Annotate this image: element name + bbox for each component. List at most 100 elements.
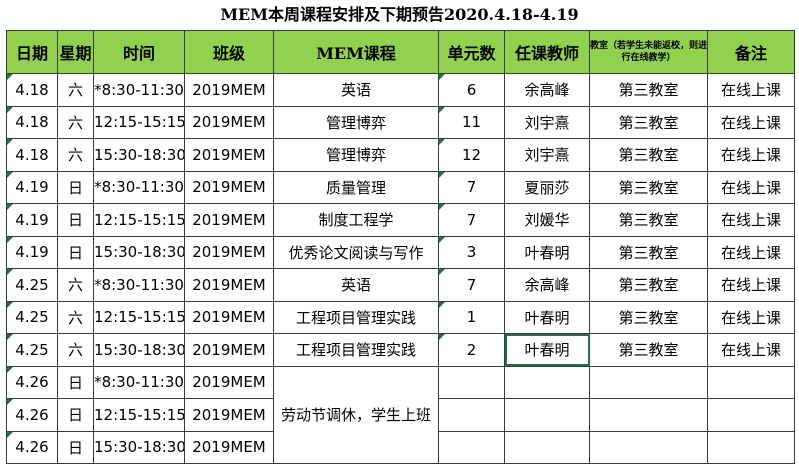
cell-weekday[interactable]: 六 xyxy=(57,268,94,302)
cell-time[interactable]: 12:15-15:15 xyxy=(93,300,185,334)
cell-time[interactable]: 15:30-18:30 xyxy=(93,430,185,464)
cell-note-empty[interactable] xyxy=(707,365,795,399)
header-units[interactable]: 单元数 xyxy=(438,30,505,74)
cell-note[interactable]: 在线上课 xyxy=(707,105,795,139)
header-time[interactable]: 时间 xyxy=(93,30,185,74)
cell-class[interactable]: 2019MEM xyxy=(184,73,274,107)
cell-date[interactable]: 4.18 xyxy=(6,73,58,107)
cell-units-empty[interactable] xyxy=(438,398,505,432)
cell-note[interactable]: 在线上课 xyxy=(707,268,795,302)
cell-teacher[interactable]: 余高峰 xyxy=(504,268,590,302)
cell-class[interactable]: 2019MEM xyxy=(184,365,274,399)
cell-units[interactable]: 11 xyxy=(438,105,505,139)
cell-course[interactable]: 英语 xyxy=(273,73,439,107)
header-course[interactable]: MEM课程 xyxy=(273,30,439,74)
cell-weekday[interactable]: 日 xyxy=(57,170,94,204)
cell-units[interactable]: 7 xyxy=(438,170,505,204)
cell-course[interactable]: 质量管理 xyxy=(273,170,439,204)
cell-teacher[interactable]: 叶春明 xyxy=(504,235,590,269)
cell-class[interactable]: 2019MEM xyxy=(184,268,274,302)
cell-course[interactable]: 工程项目管理实践 xyxy=(273,333,439,367)
cell-units[interactable]: 6 xyxy=(438,73,505,107)
cell-class[interactable]: 2019MEM xyxy=(184,398,274,432)
cell-room-empty[interactable] xyxy=(589,398,708,432)
header-teacher[interactable]: 任课教师 xyxy=(504,30,590,74)
cell-units[interactable]: 3 xyxy=(438,235,505,269)
cell-room[interactable]: 第三教室 xyxy=(589,268,708,302)
cell-weekday[interactable]: 六 xyxy=(57,105,94,139)
cell-note[interactable]: 在线上课 xyxy=(707,73,795,107)
cell-room[interactable]: 第三教室 xyxy=(589,73,708,107)
cell-date[interactable]: 4.26 xyxy=(6,398,58,432)
cell-note[interactable]: 在线上课 xyxy=(707,138,795,172)
cell-note[interactable]: 在线上课 xyxy=(707,170,795,204)
cell-weekday[interactable]: 六 xyxy=(57,138,94,172)
cell-time[interactable]: *8:30-11:30 xyxy=(93,365,185,399)
cell-room[interactable]: 第三教室 xyxy=(589,235,708,269)
cell-time[interactable]: 12:15-15:15 xyxy=(93,105,185,139)
cell-time[interactable]: 15:30-18:30 xyxy=(93,235,185,269)
cell-teacher[interactable]: 叶春明 xyxy=(504,300,590,334)
cell-class[interactable]: 2019MEM xyxy=(184,300,274,334)
cell-time[interactable]: 12:15-15:15 xyxy=(93,203,185,237)
cell-room[interactable]: 第三教室 xyxy=(589,333,708,367)
cell-date[interactable]: 4.18 xyxy=(6,105,58,139)
cell-time[interactable]: *8:30-11:30 xyxy=(93,170,185,204)
cell-date[interactable]: 4.19 xyxy=(6,235,58,269)
cell-time[interactable]: 15:30-18:30 xyxy=(93,333,185,367)
cell-course[interactable]: 制度工程学 xyxy=(273,203,439,237)
header-note[interactable]: 备注 xyxy=(707,30,795,74)
cell-class[interactable]: 2019MEM xyxy=(184,203,274,237)
cell-weekday[interactable]: 日 xyxy=(57,430,94,464)
cell-weekday[interactable]: 日 xyxy=(57,365,94,399)
cell-units-empty[interactable] xyxy=(438,430,505,464)
cell-class[interactable]: 2019MEM xyxy=(184,430,274,464)
cell-course[interactable]: 英语 xyxy=(273,268,439,302)
cell-units[interactable]: 7 xyxy=(438,268,505,302)
cell-course[interactable]: 工程项目管理实践 xyxy=(273,300,439,334)
cell-course[interactable]: 优秀论文阅读与写作 xyxy=(273,235,439,269)
cell-teacher[interactable]: 余高峰 xyxy=(504,73,590,107)
cell-teacher-empty[interactable] xyxy=(504,430,590,464)
cell-note[interactable]: 在线上课 xyxy=(707,235,795,269)
header-room[interactable]: 教室（若学生未能返校，则进行在线教学） xyxy=(589,30,708,74)
cell-room[interactable]: 第三教室 xyxy=(589,300,708,334)
cell-date[interactable]: 4.26 xyxy=(6,365,58,399)
cell-units-empty[interactable] xyxy=(438,365,505,399)
cell-units[interactable]: 2 xyxy=(438,333,505,367)
cell-units[interactable]: 1 xyxy=(438,300,505,334)
cell-date[interactable]: 4.25 xyxy=(6,333,58,367)
cell-note[interactable]: 在线上课 xyxy=(707,300,795,334)
cell-note-empty[interactable] xyxy=(707,430,795,464)
header-weekday[interactable]: 星期 xyxy=(57,30,94,74)
cell-room-empty[interactable] xyxy=(589,430,708,464)
cell-weekday[interactable]: 六 xyxy=(57,300,94,334)
cell-time[interactable]: 12:15-15:15 xyxy=(93,398,185,432)
cell-teacher[interactable]: 叶春明 xyxy=(504,333,590,367)
cell-date[interactable]: 4.18 xyxy=(6,138,58,172)
cell-class[interactable]: 2019MEM xyxy=(184,235,274,269)
cell-date[interactable]: 4.25 xyxy=(6,300,58,334)
cell-class[interactable]: 2019MEM xyxy=(184,138,274,172)
cell-room[interactable]: 第三教室 xyxy=(589,203,708,237)
cell-weekday[interactable]: 六 xyxy=(57,333,94,367)
cell-units[interactable]: 12 xyxy=(438,138,505,172)
cell-date[interactable]: 4.26 xyxy=(6,430,58,464)
cell-time[interactable]: 15:30-18:30 xyxy=(93,138,185,172)
cell-date[interactable]: 4.19 xyxy=(6,203,58,237)
cell-weekday[interactable]: 日 xyxy=(57,203,94,237)
cell-note[interactable]: 在线上课 xyxy=(707,333,795,367)
cell-class[interactable]: 2019MEM xyxy=(184,105,274,139)
cell-teacher-empty[interactable] xyxy=(504,398,590,432)
cell-teacher[interactable]: 夏丽莎 xyxy=(504,170,590,204)
cell-teacher-empty[interactable] xyxy=(504,365,590,399)
cell-note[interactable]: 在线上课 xyxy=(707,203,795,237)
cell-date[interactable]: 4.25 xyxy=(6,268,58,302)
cell-room[interactable]: 第三教室 xyxy=(589,105,708,139)
holiday-note-cell[interactable]: 劳动节调休，学生上班 xyxy=(273,365,439,464)
cell-room[interactable]: 第三教室 xyxy=(589,170,708,204)
cell-class[interactable]: 2019MEM xyxy=(184,333,274,367)
cell-weekday[interactable]: 六 xyxy=(57,73,94,107)
cell-time[interactable]: *8:30-11:30 xyxy=(93,73,185,107)
header-class[interactable]: 班级 xyxy=(184,30,274,74)
